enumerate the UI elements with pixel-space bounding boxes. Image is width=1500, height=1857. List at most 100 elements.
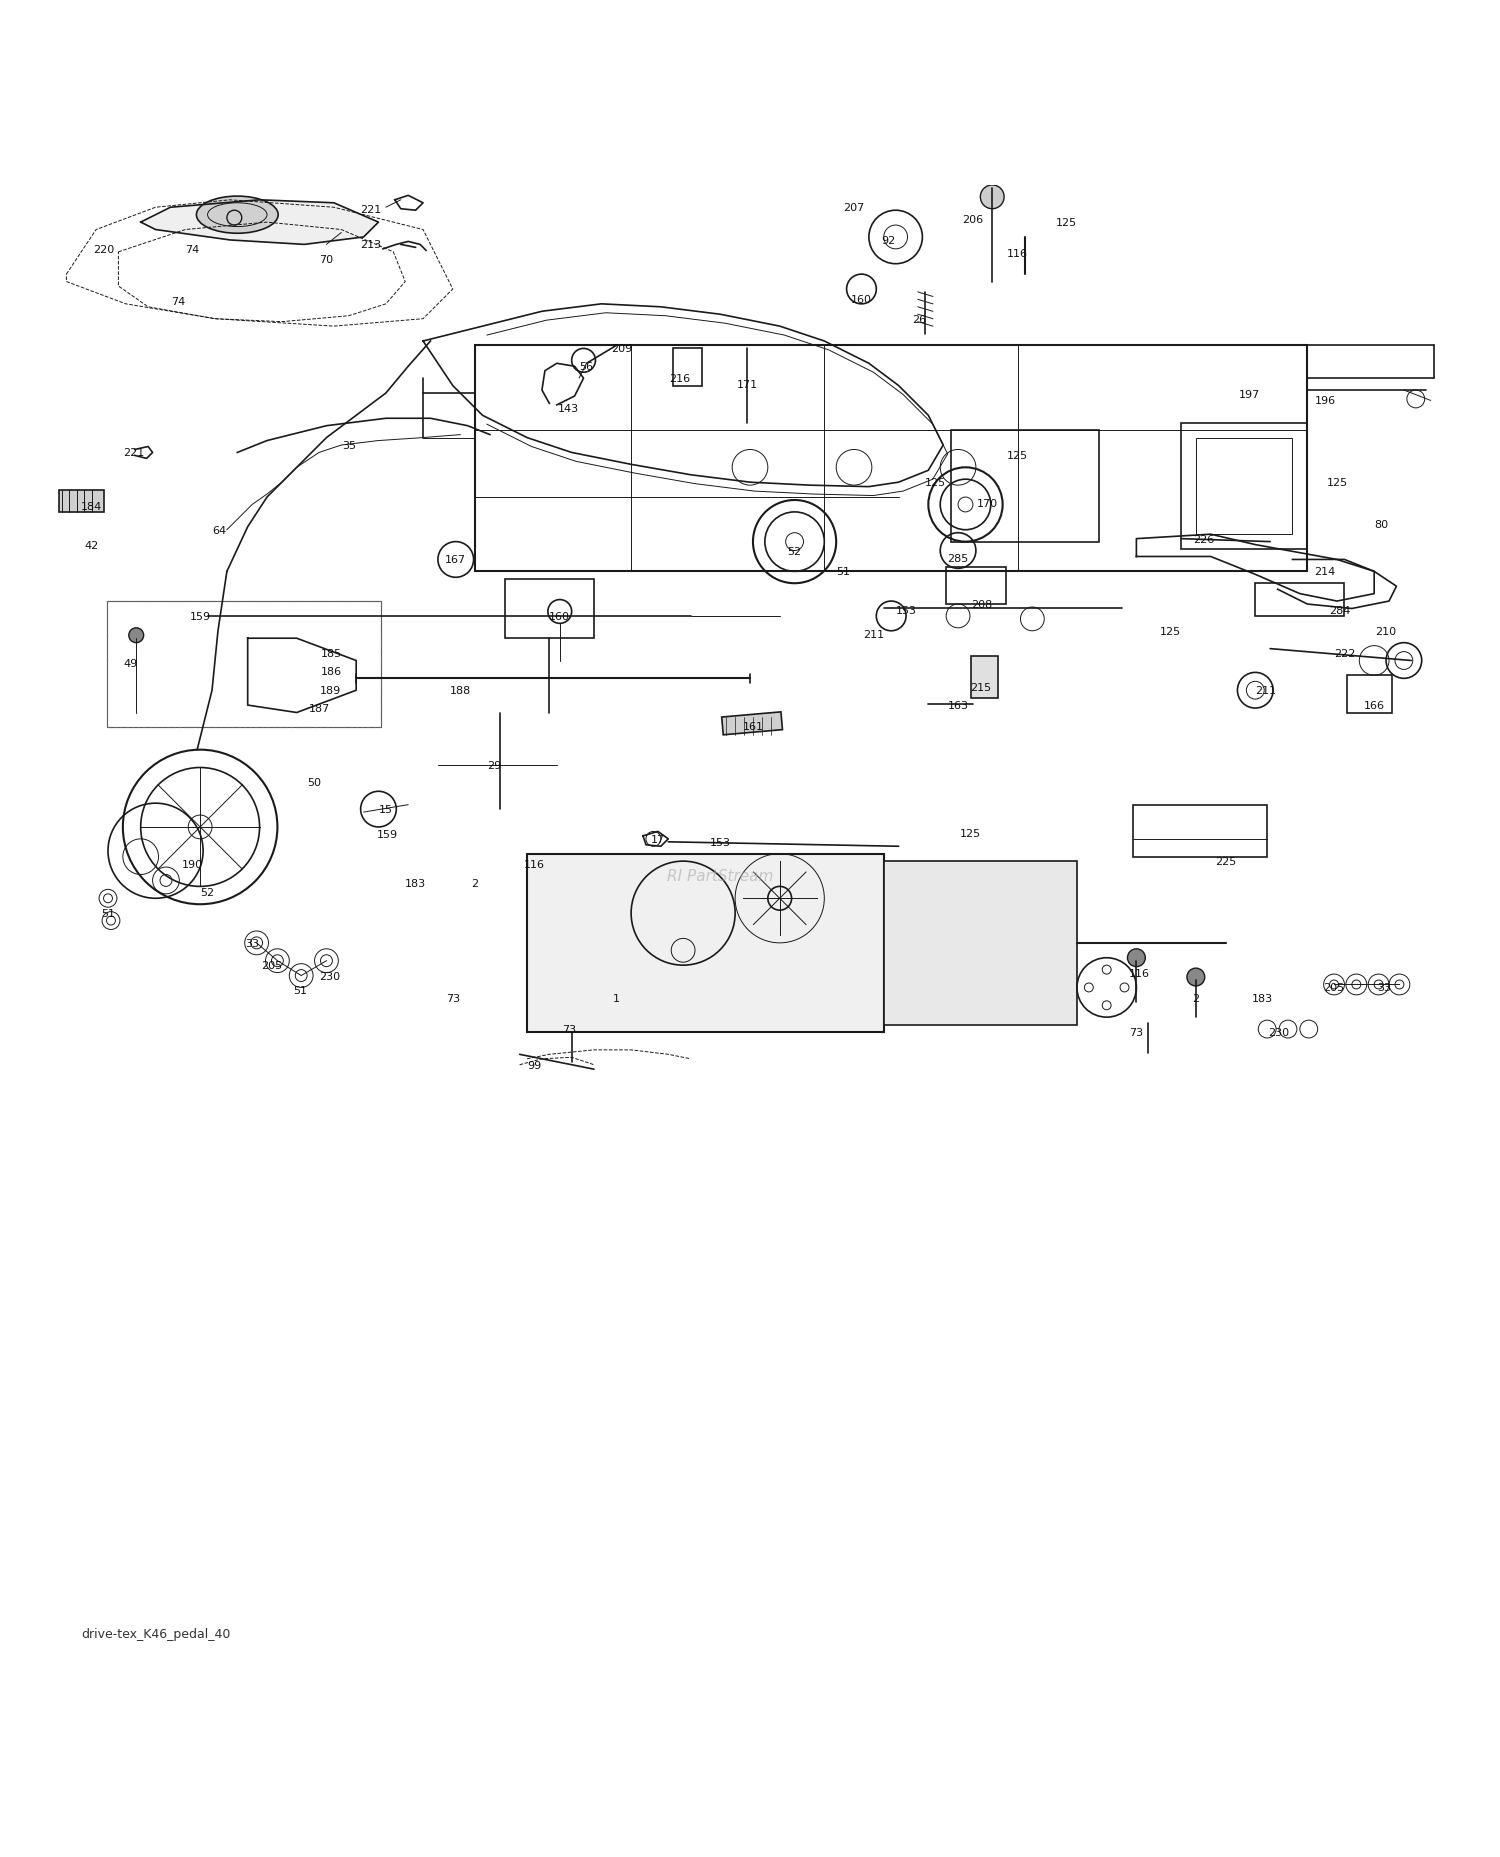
Text: 210: 210 xyxy=(1376,626,1396,637)
Text: 116: 116 xyxy=(1130,967,1150,979)
Text: 211: 211 xyxy=(1256,685,1276,696)
Text: 190: 190 xyxy=(182,860,204,869)
Bar xyxy=(951,431,1100,542)
Text: 214: 214 xyxy=(1314,566,1335,578)
Text: 184: 184 xyxy=(81,501,102,513)
Text: 159: 159 xyxy=(376,830,398,839)
Text: 221: 221 xyxy=(360,204,381,215)
Text: 160: 160 xyxy=(850,295,871,305)
Circle shape xyxy=(981,186,1004,210)
Text: 186: 186 xyxy=(321,667,342,676)
Text: 143: 143 xyxy=(558,403,579,414)
Circle shape xyxy=(129,628,144,643)
Bar xyxy=(972,657,998,698)
Text: 285: 285 xyxy=(948,553,969,565)
Text: 33: 33 xyxy=(244,938,260,949)
Bar xyxy=(1180,423,1308,550)
Bar xyxy=(722,713,783,735)
Text: 116: 116 xyxy=(524,860,544,869)
Text: 188: 188 xyxy=(450,685,471,696)
Text: 125: 125 xyxy=(1056,217,1077,228)
Bar xyxy=(1347,676,1392,713)
Text: 230: 230 xyxy=(1269,1027,1290,1038)
Bar xyxy=(58,490,104,513)
Text: 74: 74 xyxy=(186,245,200,254)
Text: 52: 52 xyxy=(201,888,214,897)
Text: 159: 159 xyxy=(189,611,210,622)
Text: 35: 35 xyxy=(342,440,355,451)
Bar xyxy=(506,579,594,639)
Polygon shape xyxy=(141,201,378,245)
Text: 166: 166 xyxy=(1364,700,1384,711)
Bar xyxy=(672,349,702,386)
Text: RI PartStream: RI PartStream xyxy=(668,869,774,884)
Text: 116: 116 xyxy=(1007,249,1028,260)
Text: 73: 73 xyxy=(561,1025,576,1034)
Text: 225: 225 xyxy=(1215,856,1236,867)
Text: 125: 125 xyxy=(1326,477,1347,488)
Text: 125: 125 xyxy=(926,477,946,488)
Text: 209: 209 xyxy=(612,344,633,355)
Text: 42: 42 xyxy=(84,540,99,550)
Text: 153: 153 xyxy=(896,605,916,617)
Text: 17: 17 xyxy=(651,834,664,845)
Bar xyxy=(1196,438,1293,535)
Text: 73: 73 xyxy=(446,993,460,1003)
Bar xyxy=(526,854,884,1032)
Text: 49: 49 xyxy=(123,659,138,669)
Text: 99: 99 xyxy=(528,1060,542,1070)
Text: 50: 50 xyxy=(308,778,321,787)
Text: 171: 171 xyxy=(736,381,758,390)
Text: 161: 161 xyxy=(742,722,764,732)
Text: 163: 163 xyxy=(948,700,969,711)
Text: drive-tex_K46_pedal_40: drive-tex_K46_pedal_40 xyxy=(81,1627,231,1640)
Text: 51: 51 xyxy=(292,986,306,995)
Text: 70: 70 xyxy=(320,254,333,266)
Text: 153: 153 xyxy=(710,838,730,847)
Text: 56: 56 xyxy=(579,362,594,371)
Text: 207: 207 xyxy=(843,202,864,214)
Text: 226: 226 xyxy=(1192,535,1214,544)
Text: 187: 187 xyxy=(309,704,330,713)
Text: 125: 125 xyxy=(960,828,981,839)
Text: 2: 2 xyxy=(471,878,478,890)
Text: 125: 125 xyxy=(1007,451,1028,461)
Text: 206: 206 xyxy=(963,215,984,225)
Text: 189: 189 xyxy=(321,685,342,696)
Text: 160: 160 xyxy=(549,611,570,622)
Text: 205: 205 xyxy=(261,960,282,971)
Bar xyxy=(884,862,1077,1025)
Text: 29: 29 xyxy=(488,760,501,771)
Text: 125: 125 xyxy=(1160,626,1180,637)
Text: 216: 216 xyxy=(669,373,690,384)
Text: 213: 213 xyxy=(360,240,381,251)
Text: 51: 51 xyxy=(837,566,850,578)
Bar xyxy=(1256,583,1344,617)
Text: 1: 1 xyxy=(612,993,620,1003)
Text: 33: 33 xyxy=(1377,982,1392,993)
Text: 167: 167 xyxy=(446,555,466,565)
Text: 73: 73 xyxy=(1130,1027,1143,1038)
Bar xyxy=(476,345,1308,572)
Circle shape xyxy=(1128,949,1146,967)
Text: 284: 284 xyxy=(1329,605,1350,617)
Text: 211: 211 xyxy=(862,630,883,639)
Text: 80: 80 xyxy=(1374,520,1389,529)
Text: 74: 74 xyxy=(171,297,184,306)
Text: 15: 15 xyxy=(380,804,393,815)
Text: 52: 52 xyxy=(788,546,801,557)
Text: 221: 221 xyxy=(123,448,144,459)
Ellipse shape xyxy=(196,197,278,234)
Text: 92: 92 xyxy=(880,236,896,245)
Text: 197: 197 xyxy=(1239,390,1260,401)
Text: 183: 183 xyxy=(1252,993,1274,1003)
Text: 215: 215 xyxy=(970,683,992,693)
Bar xyxy=(946,568,1005,605)
Text: 2: 2 xyxy=(1192,993,1200,1003)
Text: 196: 196 xyxy=(1314,396,1335,407)
Text: 26: 26 xyxy=(912,314,927,325)
Text: 64: 64 xyxy=(213,526,226,535)
Text: 205: 205 xyxy=(1323,982,1344,993)
Text: 185: 185 xyxy=(321,648,342,659)
Text: 183: 183 xyxy=(405,878,426,890)
